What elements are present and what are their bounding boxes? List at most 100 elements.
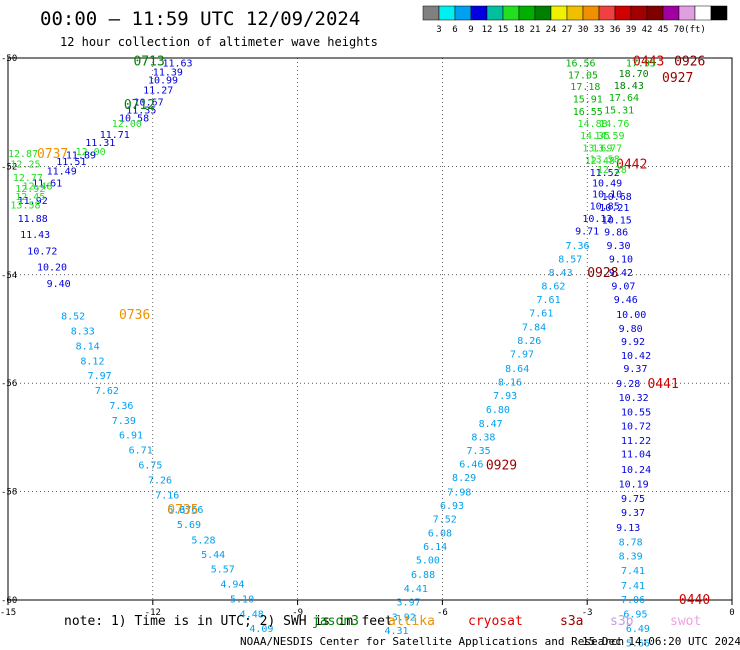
wave-height-value: 5.57 [211, 565, 235, 576]
wave-height-value: 11.51 [56, 157, 86, 168]
wave-height-value: 14.35 [580, 131, 610, 142]
plot-area: -15 -12 -9 -6 -3 0-50-52-54-56-58-6011.6311.3… [0, 54, 735, 649]
wave-height-value: 15.31 [604, 105, 634, 116]
wave-height-value: 7.61 [537, 295, 561, 306]
wave-height-value: 9.75 [621, 494, 645, 505]
wave-height-value: 6.71 [129, 445, 153, 456]
scale-label: 36 [610, 25, 621, 35]
mission-name: jason3 [312, 614, 359, 629]
wave-height-value: 15.91 [573, 95, 603, 106]
mission-name: s3a [560, 614, 583, 629]
wave-height-value: 9.30 [607, 241, 631, 252]
wave-height-value: 7.36 [109, 401, 133, 412]
wave-height-value: 6.49 [626, 624, 650, 635]
wave-height-value: 7.16 [155, 490, 179, 501]
y-tick-label: -60 [1, 596, 17, 606]
wave-height-value: 5.28 [191, 535, 215, 546]
mission-name: altika [388, 614, 435, 629]
wave-height-value: 4.94 [220, 580, 244, 591]
wave-height-value: 10.99 [148, 76, 178, 87]
wave-height-value: 8.64 [505, 364, 529, 375]
wave-height-value: 6.80 [486, 405, 510, 416]
scale-label: 24 [546, 25, 557, 35]
wave-height-value: 7.61 [529, 309, 553, 320]
wave-height-value: 9.71 [575, 226, 599, 237]
wave-height-value: 10.68 [602, 192, 632, 203]
wave-height-value: 13.69 [582, 143, 612, 154]
scale-label: 21 [530, 25, 541, 35]
wave-height-value: 9.37 [623, 364, 647, 375]
scale-swatch [550, 5, 568, 21]
wave-height-value: 11.35 [126, 105, 156, 116]
wave-height-value: 8.43 [549, 268, 573, 279]
track-time-label: 0736 [119, 308, 150, 323]
wave-height-value: 12.28 [597, 165, 627, 176]
scale-label: 18 [514, 25, 525, 35]
x-tick-label: -9 [292, 608, 303, 618]
scale-label: 6 [452, 25, 457, 35]
track-time-label: 0735 [167, 503, 198, 518]
wave-height-value: 9.92 [621, 337, 645, 348]
scale-swatch [470, 5, 488, 21]
wave-height-value: 16.55 [573, 107, 603, 118]
scale-label: 45 [658, 25, 669, 35]
wave-height-value: 9.40 [47, 279, 71, 290]
scale-swatch [694, 5, 712, 21]
wave-height-value: 9.37 [621, 508, 645, 519]
wave-height-value: 13.58 [590, 154, 620, 165]
scale-label: 3 [436, 25, 441, 35]
wave-height-value: 11.22 [621, 436, 651, 447]
wave-height-value: 6.88 [411, 570, 435, 581]
scale-swatch [662, 5, 680, 21]
wave-height-value: 8.52 [61, 311, 85, 322]
wave-height-value: 6.14 [423, 542, 447, 553]
wave-height-value: 7.41 [621, 581, 645, 592]
wave-height-value: 9.86 [604, 227, 628, 238]
wave-height-value: 5.00 [416, 555, 440, 566]
wave-height-value: 5.66 [626, 638, 650, 649]
wave-height-value: 13.58 [10, 200, 40, 211]
wave-height-value: 10.49 [592, 179, 622, 190]
scale-swatch [422, 5, 440, 21]
scale-label: 30 [578, 25, 589, 35]
wave-height-value: 9.80 [619, 324, 643, 335]
wave-height-value: 12.87 [8, 149, 38, 160]
wave-height-value: 10.58 [119, 114, 149, 125]
mission-legend: jason3 altika cryosat s3a s3b swot [312, 614, 701, 629]
color-scale-legend: 3 6 9 12 15 18 21 24 27 30 33 36 39 42 45 70 (ft) [422, 5, 728, 35]
wave-height-value: 12.25 [10, 160, 40, 171]
wave-height-value: 10.67 [133, 97, 163, 108]
wave-height-value: 12.48 [585, 156, 615, 167]
wave-height-value: 8.78 [619, 537, 643, 548]
wave-height-value: 6.95 [623, 610, 647, 621]
wave-height-value: 17.95 [626, 58, 656, 69]
wave-height-value: 6.37 [167, 505, 191, 516]
wave-height-value: 11.52 [590, 168, 620, 179]
track-time-label: 0441 [648, 377, 679, 392]
x-tick-label: -6 [437, 608, 448, 618]
y-tick-label: -58 [1, 488, 17, 498]
scale-label: 27 [562, 25, 573, 35]
x-tick-label: -15 [0, 608, 16, 618]
wave-height-value: 5.10 [230, 594, 254, 605]
wave-height-value: 11.49 [47, 167, 77, 178]
wave-height-value: 7.39 [112, 416, 136, 427]
wave-height-value: 12.45 [15, 192, 45, 203]
scale-swatch [534, 5, 552, 21]
wave-height-value: 8.29 [452, 473, 476, 484]
wave-height-value: 8.57 [558, 255, 582, 266]
scale-swatch [454, 5, 472, 21]
scale-swatch [502, 5, 520, 21]
wave-height-value: 10.15 [602, 216, 632, 227]
wave-height-value: 13.77 [592, 143, 622, 154]
scale-label: 9 [468, 25, 473, 35]
wave-height-value: 6.46 [459, 459, 483, 470]
track-time-label: 0442 [616, 158, 647, 173]
wave-height-value: 12.92 [15, 184, 45, 195]
wave-height-value: 10.20 [37, 263, 67, 274]
wave-height-value: 7.36 [565, 241, 589, 252]
wave-height-value: 11.61 [32, 179, 62, 190]
wave-height-value: 6.66 [179, 505, 203, 516]
track-time-label: 0927 [662, 71, 693, 86]
